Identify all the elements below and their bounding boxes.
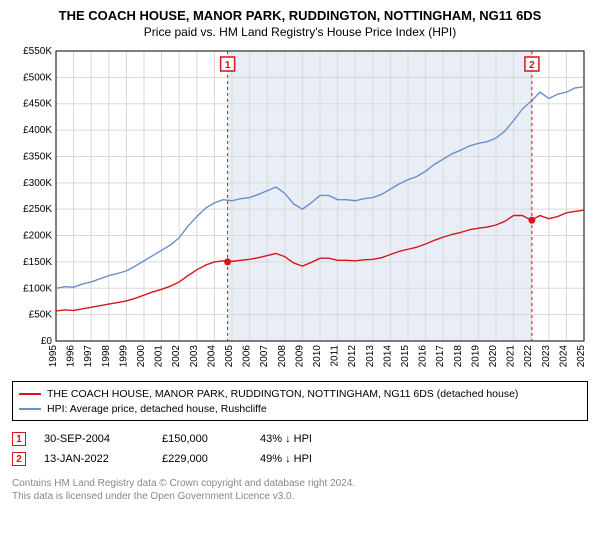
svg-text:2018: 2018 xyxy=(453,345,464,368)
svg-text:2012: 2012 xyxy=(347,345,358,368)
sale-diff: 49% ↓ HPI xyxy=(260,453,360,465)
svg-text:£400K: £400K xyxy=(23,125,52,136)
sale-price: £229,000 xyxy=(162,453,242,465)
svg-text:2001: 2001 xyxy=(154,345,165,368)
sale-diff: 43% ↓ HPI xyxy=(260,433,360,445)
legend-swatch xyxy=(19,393,41,395)
svg-text:2014: 2014 xyxy=(382,345,393,368)
footer-attribution: Contains HM Land Registry data © Crown c… xyxy=(12,477,588,503)
svg-text:2007: 2007 xyxy=(259,345,270,368)
svg-text:2002: 2002 xyxy=(171,345,182,368)
svg-text:£100K: £100K xyxy=(23,283,52,294)
svg-text:1995: 1995 xyxy=(48,345,59,368)
svg-text:£300K: £300K xyxy=(23,178,52,189)
legend-label: THE COACH HOUSE, MANOR PARK, RUDDINGTON,… xyxy=(47,388,518,400)
svg-text:1: 1 xyxy=(225,60,231,71)
sale-marker-icon: 1 xyxy=(12,432,26,446)
svg-text:2004: 2004 xyxy=(206,345,217,368)
svg-text:1997: 1997 xyxy=(83,345,94,368)
svg-text:2008: 2008 xyxy=(277,345,288,368)
legend-item: THE COACH HOUSE, MANOR PARK, RUDDINGTON,… xyxy=(19,386,581,401)
svg-text:£550K: £550K xyxy=(23,46,52,57)
svg-text:£350K: £350K xyxy=(23,151,52,162)
legend-label: HPI: Average price, detached house, Rush… xyxy=(47,403,267,415)
price-chart: £0£50K£100K£150K£200K£250K£300K£350K£400… xyxy=(12,45,588,375)
svg-text:2025: 2025 xyxy=(576,345,587,368)
svg-text:2022: 2022 xyxy=(523,345,534,368)
legend: THE COACH HOUSE, MANOR PARK, RUDDINGTON,… xyxy=(12,381,588,421)
svg-text:2003: 2003 xyxy=(189,345,200,368)
sale-date: 30-SEP-2004 xyxy=(44,433,144,445)
page-title: THE COACH HOUSE, MANOR PARK, RUDDINGTON,… xyxy=(12,8,588,23)
page-subtitle: Price paid vs. HM Land Registry's House … xyxy=(12,25,588,39)
svg-text:2023: 2023 xyxy=(541,345,552,368)
svg-text:£50K: £50K xyxy=(29,310,53,321)
sales-table: 1 30-SEP-2004 £150,000 43% ↓ HPI 2 13-JAN-202… xyxy=(12,429,588,469)
svg-text:1996: 1996 xyxy=(66,345,77,368)
svg-text:2000: 2000 xyxy=(136,345,147,368)
footer-line1: Contains HM Land Registry data © Crown c… xyxy=(12,477,588,490)
svg-text:2017: 2017 xyxy=(435,345,446,368)
sale-marker-icon: 2 xyxy=(12,452,26,466)
svg-text:2: 2 xyxy=(529,60,535,71)
sale-price: £150,000 xyxy=(162,433,242,445)
legend-swatch xyxy=(19,408,41,410)
sale-row: 2 13-JAN-2022 £229,000 49% ↓ HPI xyxy=(12,449,588,469)
legend-item: HPI: Average price, detached house, Rush… xyxy=(19,401,581,416)
svg-text:£200K: £200K xyxy=(23,231,52,242)
svg-text:£250K: £250K xyxy=(23,204,52,215)
svg-text:2005: 2005 xyxy=(224,345,235,368)
svg-text:2013: 2013 xyxy=(365,345,376,368)
footer-line2: This data is licensed under the Open Gov… xyxy=(12,490,588,503)
svg-text:2006: 2006 xyxy=(242,345,253,368)
svg-text:2009: 2009 xyxy=(294,345,305,368)
svg-text:2010: 2010 xyxy=(312,345,323,368)
sale-date: 13-JAN-2022 xyxy=(44,453,144,465)
svg-text:1998: 1998 xyxy=(101,345,112,368)
svg-text:£500K: £500K xyxy=(23,72,52,83)
svg-text:2016: 2016 xyxy=(418,345,429,368)
svg-text:2019: 2019 xyxy=(470,345,481,368)
svg-text:2024: 2024 xyxy=(558,345,569,368)
svg-text:2020: 2020 xyxy=(488,345,499,368)
chart-svg: £0£50K£100K£150K£200K£250K£300K£350K£400… xyxy=(12,45,588,375)
svg-text:2011: 2011 xyxy=(330,345,341,367)
svg-text:2021: 2021 xyxy=(506,345,517,368)
svg-text:1999: 1999 xyxy=(118,345,129,368)
svg-text:£150K: £150K xyxy=(23,257,52,268)
svg-text:2015: 2015 xyxy=(400,345,411,368)
sale-row: 1 30-SEP-2004 £150,000 43% ↓ HPI xyxy=(12,429,588,449)
svg-text:£450K: £450K xyxy=(23,99,52,110)
